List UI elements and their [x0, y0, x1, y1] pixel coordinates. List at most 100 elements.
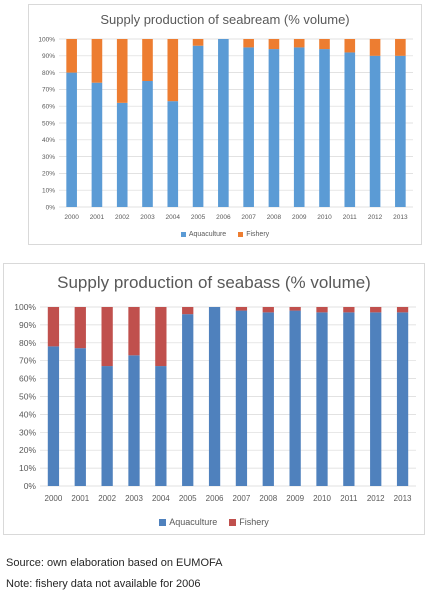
legend-label: Fishery	[239, 517, 269, 527]
bar-aquaculture-2005	[182, 314, 194, 486]
bar-aquaculture-2011	[344, 52, 356, 207]
y-tick-label: 0%	[24, 481, 37, 491]
chart-title: Supply production of seabream (% volume)	[100, 12, 350, 27]
y-tick-label: 60%	[19, 374, 36, 384]
x-tick-label: 2007	[233, 494, 251, 503]
x-tick-label: 2002	[98, 494, 116, 503]
bar-fishery-2001	[74, 307, 86, 349]
seabass-chart: Supply production of seabass (% volume) …	[3, 263, 425, 535]
chart-legend: Aquaculture Fishery	[4, 517, 424, 527]
x-tick-label: 2004	[152, 494, 170, 503]
y-tick-label: 90%	[19, 320, 36, 330]
x-tick-label: 2008	[267, 214, 282, 221]
y-tick-label: 100%	[38, 36, 55, 43]
legend-swatch-aquaculture	[180, 232, 186, 237]
bar-aquaculture-2000	[47, 346, 60, 486]
bar-fishery-2000	[47, 307, 60, 347]
bar-aquaculture-2007	[235, 310, 248, 486]
bar-aquaculture-2008	[268, 49, 280, 207]
y-tick-label: 30%	[19, 427, 36, 437]
bar-fishery-2003	[142, 39, 153, 81]
legend-swatch-fishery	[238, 232, 244, 237]
bar-fishery-2012	[370, 307, 382, 313]
y-tick-label: 50%	[42, 120, 55, 127]
bar-fishery-2002	[101, 307, 113, 367]
source-note: Source: own elaboration based on EUMOFA	[6, 557, 223, 569]
bar-aquaculture-2012	[370, 312, 382, 486]
legend-swatch-fishery	[229, 518, 237, 526]
bar-fishery-2013	[395, 39, 406, 56]
legend-item-aquaculture: Aquaculture	[180, 231, 227, 238]
y-tick-label: 80%	[42, 70, 55, 77]
bar-aquaculture-2001	[91, 82, 103, 207]
bar-fishery-2009	[289, 307, 301, 311]
y-tick-label: 30%	[42, 154, 55, 161]
bar-aquaculture-2013	[395, 55, 406, 207]
bar-fishery-2008	[268, 39, 280, 50]
bar-aquaculture-2003	[142, 81, 153, 207]
seabream-plot: 0% 10% 20% 30% 40% 50% 60% 70% 80% 90% 100% 2000 200…	[38, 36, 413, 221]
chart-title: Supply production of seabass (% volume)	[57, 273, 371, 292]
x-tick-label: 2005	[179, 494, 197, 503]
bar-fishery-2004	[167, 39, 179, 102]
x-tick-label: 2012	[368, 214, 383, 221]
chart-legend: Aquaculture Fishery	[29, 231, 421, 238]
bar-fishery-2010	[316, 307, 328, 313]
x-tick-label: 2011	[343, 214, 357, 221]
bar-fishery-2007	[243, 39, 254, 48]
bar-aquaculture-2010	[319, 49, 330, 207]
y-tick-label: 40%	[19, 409, 36, 419]
x-tick-label: 2000	[45, 494, 63, 503]
bar-fishery-2003	[128, 307, 140, 356]
bar-fishery-2001	[91, 39, 103, 83]
bar-aquaculture-2010	[316, 312, 328, 486]
y-tick-label: 40%	[42, 137, 55, 144]
bar-aquaculture-2012	[369, 55, 381, 207]
legend-item-fishery: Fishery	[229, 517, 269, 527]
x-tick-label: 2007	[241, 214, 256, 221]
bar-aquaculture-2004	[155, 366, 167, 486]
y-tick-label: 0%	[46, 204, 56, 211]
seabream-chart: Supply production of seabream (% volume)…	[28, 4, 422, 245]
x-tick-label: 2003	[140, 214, 155, 221]
bar-fishery-2010	[319, 39, 330, 50]
legend-label: Fishery	[246, 231, 270, 238]
y-tick-label: 70%	[19, 356, 36, 366]
bar-aquaculture-2000	[66, 72, 77, 207]
x-tick-label: 2009	[286, 494, 304, 503]
x-tick-label: 2011	[340, 494, 358, 503]
bar-aquaculture-2008	[262, 312, 274, 486]
bar-fishery-2005	[182, 307, 194, 315]
x-tick-label: 2010	[313, 494, 331, 503]
x-tick-label: 2005	[191, 214, 206, 221]
bar-aquaculture-2013	[396, 312, 409, 486]
y-tick-label: 60%	[42, 103, 55, 110]
legend-label: Aquaculture	[169, 517, 218, 527]
y-tick-label: 10%	[42, 187, 55, 194]
fishery-note: Note: fishery data not available for 200…	[6, 578, 201, 590]
legend-label: Aquaculture	[188, 231, 227, 238]
bar-aquaculture-2009	[289, 310, 301, 486]
bar-aquaculture-2004	[167, 101, 179, 207]
bar-aquaculture-2006	[218, 39, 229, 207]
x-tick-label: 2013	[393, 214, 408, 221]
legend-item-aquaculture: Aquaculture	[159, 517, 217, 527]
legend-swatch-aquaculture	[159, 518, 167, 526]
x-tick-label: 2012	[367, 494, 385, 503]
y-tick-label: 70%	[42, 87, 55, 94]
x-tick-label: 2009	[292, 214, 307, 221]
seabass-plot: 0% 10% 20% 30% 40% 50% 60% 70% 80% 90% 100% 2000 200…	[14, 302, 416, 503]
bar-fishery-2000	[66, 39, 77, 73]
bar-fishery-2011	[343, 307, 355, 313]
y-tick-label: 50%	[19, 391, 36, 401]
x-tick-label: 2001	[90, 214, 105, 221]
x-tick-label: 2008	[259, 494, 277, 503]
bar-fishery-2002	[116, 39, 128, 103]
bar-fishery-2007	[235, 307, 248, 311]
bar-aquaculture-2011	[343, 312, 355, 486]
bar-aquaculture-2003	[128, 355, 140, 486]
bar-aquaculture-2005	[192, 45, 204, 207]
bar-fishery-2008	[262, 307, 274, 313]
y-tick-label: 20%	[19, 445, 36, 455]
legend-item-fishery: Fishery	[238, 231, 269, 238]
